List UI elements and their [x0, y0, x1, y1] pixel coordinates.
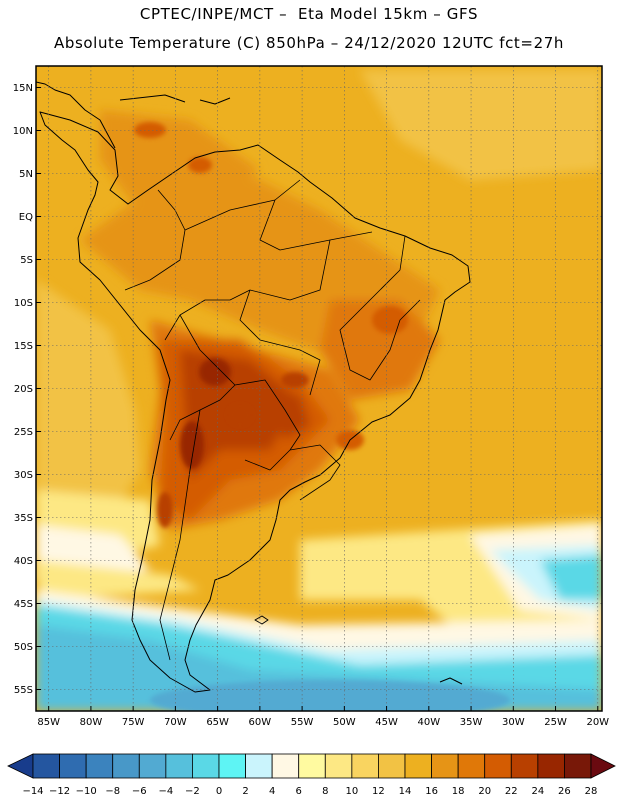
colorbar-swatch — [298, 753, 326, 779]
colorbar-swatch — [564, 753, 592, 779]
colorbar-label: 24 — [531, 786, 544, 797]
colorbar-label: 16 — [425, 786, 438, 797]
colorbar-label: 20 — [478, 786, 491, 797]
colorbar-swatch — [537, 753, 565, 779]
lat-tick-label: 5S — [20, 255, 33, 266]
temperature-field — [36, 66, 602, 711]
colorbar-swatch — [138, 753, 167, 779]
colorbar-label: −14 — [22, 786, 43, 797]
graticule — [36, 66, 602, 711]
lon-tick-label: 85W — [37, 717, 60, 728]
lon-tick-label: 80W — [80, 717, 103, 728]
colorbar — [7, 753, 616, 779]
lat-tick-label: 30S — [14, 470, 33, 481]
colorbar-swatch — [404, 753, 432, 779]
colorbar-label: −2 — [185, 786, 200, 797]
lat-tick-label: EQ — [19, 212, 33, 223]
coastlines — [35, 81, 471, 693]
colorbar-label: 6 — [296, 786, 302, 797]
colorbar-swatch — [112, 753, 140, 779]
colorbar-label: 0 — [216, 786, 222, 797]
colorbar-swatch — [165, 753, 193, 779]
map-subtitle: Absolute Temperature (C) 850hPa – 24/12/… — [54, 34, 564, 52]
colorbar-label: 8 — [322, 786, 328, 797]
lon-tick-label: 25W — [544, 717, 567, 728]
colorbar-swatch — [218, 753, 246, 779]
lat-tick-label: 15N — [13, 83, 33, 94]
south-georgia — [439, 677, 463, 685]
lat-tick-label: 20S — [14, 384, 33, 395]
lat-tick-label: 15S — [14, 341, 33, 352]
colorbar-label: 10 — [345, 786, 358, 797]
south-america-coast — [39, 111, 471, 693]
colorbar-label: −6 — [132, 786, 147, 797]
colorbar-swatch — [32, 753, 60, 779]
colorbar-label: −8 — [105, 786, 120, 797]
colorbar-underflow-arrow — [7, 753, 34, 779]
lon-tick-label: 20W — [586, 717, 609, 728]
lat-tick-label: 35S — [14, 513, 33, 524]
colorbar-swatch — [59, 753, 87, 779]
colorbar-swatch — [378, 753, 406, 779]
lon-tick-label: 60W — [249, 717, 272, 728]
lon-tick-label: 75W — [122, 717, 145, 728]
lon-tick-label: 45W — [375, 717, 398, 728]
colorbar-swatch — [271, 753, 300, 779]
lat-tick-label: 45S — [14, 599, 33, 610]
colorbar-swatch — [351, 753, 379, 779]
colorbar-swatch — [484, 753, 512, 779]
central-america-coast — [35, 81, 116, 149]
colorbar-label: 18 — [452, 786, 465, 797]
colorbar-label: 2 — [242, 786, 248, 797]
colorbar-label: 4 — [269, 786, 275, 797]
caribbean-islands — [119, 94, 231, 105]
colorbar-label: −10 — [76, 786, 97, 797]
lon-tick-label: 35W — [460, 717, 483, 728]
colorbar-swatch — [457, 753, 486, 779]
lat-tick-label: 5N — [19, 169, 33, 180]
colorbar-swatch — [192, 753, 220, 779]
colorbar-swatch — [245, 753, 273, 779]
colorbar-swatch — [324, 753, 353, 779]
colorbar-label: −4 — [158, 786, 173, 797]
lat-tick-label: 25S — [14, 427, 33, 438]
lat-tick-label: 50S — [14, 642, 33, 653]
lat-tick-label: 10N — [13, 126, 33, 137]
lon-tick-label: 70W — [164, 717, 187, 728]
colorbar-label: 22 — [505, 786, 518, 797]
lon-tick-label: 65W — [206, 717, 229, 728]
longitude-axis: 85W 80W 75W 70W 65W 60W 55W 50W 45W 40W 35W 30W 25W 2… — [37, 706, 609, 728]
lat-tick-label: 10S — [14, 298, 33, 309]
lon-tick-label: 40W — [418, 717, 441, 728]
country-borders — [124, 179, 421, 661]
lat-tick-label: 55S — [14, 685, 33, 696]
colorbar-swatch — [431, 753, 459, 779]
map-title: CPTEC/INPE/MCT – Eta Model 15km – GFS — [139, 5, 479, 23]
lon-tick-label: 55W — [291, 717, 314, 728]
colorbar-swatch — [510, 753, 539, 779]
colorbar-swatch — [85, 753, 114, 779]
colorbar-labels: −14 −12 −10 −8 −6 −4 −2 0 2 4 6 8 10 12 14 16 18 20 22 24 26… — [22, 786, 597, 797]
latitude-axis: 15N 10N 5N EQ 5S 10S 15S 20S 25S 30S 35S 40S 45S 50S 5… — [13, 83, 41, 696]
colorbar-label: 14 — [399, 786, 412, 797]
colorbar-label: −12 — [49, 786, 70, 797]
colorbar-label: 28 — [585, 786, 598, 797]
colorbar-overflow-arrow — [590, 753, 616, 779]
lat-tick-label: 40S — [14, 556, 33, 567]
colorbar-label: 26 — [558, 786, 571, 797]
lon-tick-label: 30W — [502, 717, 525, 728]
lon-tick-label: 50W — [333, 717, 356, 728]
colorbar-label: 12 — [372, 786, 385, 797]
